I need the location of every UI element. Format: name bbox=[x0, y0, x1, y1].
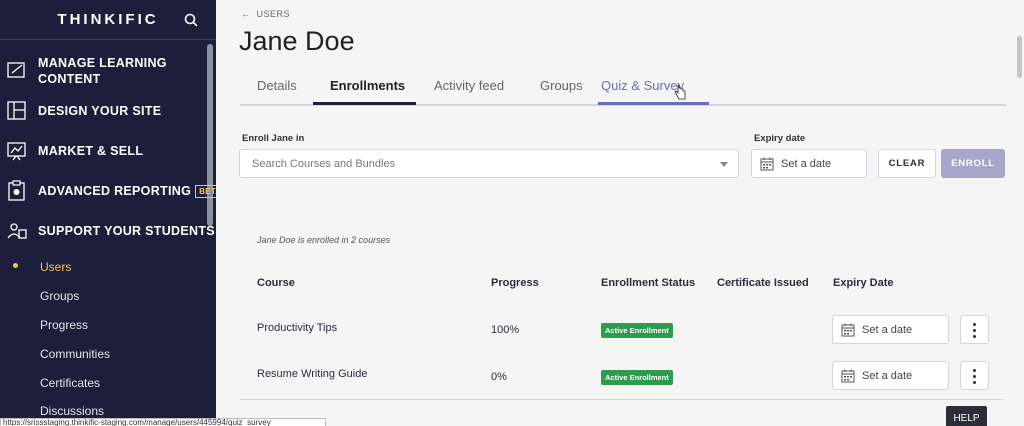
expiry-date-placeholder: Set a date bbox=[781, 158, 832, 170]
tab-enrollments[interactable]: Enrollments bbox=[330, 78, 406, 93]
sidebar-item-manage-learning-content[interactable]: MANAGE LEARNING CONTENT bbox=[0, 55, 205, 87]
row-divider bbox=[240, 399, 1004, 400]
course-name[interactable]: Resume Writing Guide bbox=[257, 368, 368, 380]
chart-board-icon bbox=[7, 142, 26, 161]
students-icon bbox=[7, 223, 27, 239]
tab-groups[interactable]: Groups bbox=[540, 78, 583, 93]
tab-hover-underline bbox=[598, 102, 709, 105]
tab-activity-feed[interactable]: Activity feed bbox=[434, 78, 505, 93]
edit-content-icon bbox=[7, 62, 25, 78]
expiry-date-field[interactable]: Set a date bbox=[751, 149, 867, 178]
hand-cursor-icon bbox=[674, 84, 686, 100]
sidebar-item-advanced-reporting[interactable]: ADVANCED REPORTINGBETA bbox=[0, 180, 216, 202]
expiry-date-label: Expiry date bbox=[754, 133, 806, 144]
status-url-bar: https://srissstaging.thinkific-staging.c… bbox=[0, 418, 326, 426]
layout-icon bbox=[7, 101, 26, 120]
back-link[interactable]: ← USERS bbox=[241, 9, 290, 19]
calendar-icon bbox=[841, 369, 855, 383]
brand-bar: THINKIFIC bbox=[0, 0, 216, 40]
sidebar-subitem-progress[interactable]: Progress bbox=[40, 318, 89, 332]
sidebar-item-label: SUPPORT YOUR STUDENTS bbox=[38, 224, 215, 238]
course-name[interactable]: Productivity Tips bbox=[257, 322, 338, 334]
enrollment-summary: Jane Doe is enrolled in 2 courses bbox=[257, 235, 391, 245]
active-indicator bbox=[13, 263, 18, 268]
tab-bar: Details Enrollments Activity feed Groups… bbox=[240, 70, 1006, 106]
report-icon bbox=[8, 180, 25, 201]
sidebar-item-label: DESIGN YOUR SITE bbox=[38, 104, 162, 118]
row-actions-kebab-icon[interactable] bbox=[960, 361, 989, 390]
course-search-placeholder: Search Courses and Bundles bbox=[252, 158, 396, 170]
sidebar-item-label: MARKET & SELL bbox=[38, 144, 144, 158]
status-badge: Active Enrollment bbox=[601, 370, 673, 385]
column-header-progress: Progress bbox=[491, 277, 539, 289]
column-header-expiry-date: Expiry Date bbox=[833, 277, 894, 289]
row-expiry-date-field[interactable]: Set a date bbox=[832, 315, 949, 344]
enroll-button[interactable]: ENROLL bbox=[941, 149, 1005, 178]
row-actions-kebab-icon[interactable] bbox=[960, 315, 989, 344]
back-link-label: USERS bbox=[256, 9, 291, 19]
sidebar: THINKIFIC MANAGE LEARNING CONTENT DESIGN… bbox=[0, 0, 216, 426]
sidebar-scrollbar[interactable] bbox=[207, 44, 213, 226]
calendar-icon bbox=[760, 157, 774, 171]
row-expiry-date-field[interactable]: Set a date bbox=[832, 361, 949, 390]
column-header-enrollment-status: Enrollment Status bbox=[601, 277, 696, 289]
page-scrollbar[interactable] bbox=[1017, 36, 1022, 78]
sidebar-subitem-certificates[interactable]: Certificates bbox=[40, 376, 101, 390]
calendar-icon bbox=[841, 323, 855, 337]
sidebar-subitem-discussions[interactable]: Discussions bbox=[40, 404, 105, 418]
progress-value: 100% bbox=[491, 324, 520, 336]
sidebar-subitem-communities[interactable]: Communities bbox=[40, 347, 111, 361]
page-title: Jane Doe bbox=[239, 26, 355, 56]
sidebar-item-label: MANAGE LEARNING CONTENT bbox=[38, 56, 167, 86]
progress-value: 0% bbox=[491, 371, 507, 383]
tab-details[interactable]: Details bbox=[257, 78, 297, 93]
sidebar-item-design-your-site[interactable]: DESIGN YOUR SITE bbox=[0, 100, 205, 122]
brand-logo[interactable]: THINKIFIC bbox=[57, 11, 159, 28]
enroll-label: Enroll Jane in bbox=[242, 133, 305, 144]
sidebar-subitem-users[interactable]: Users bbox=[40, 260, 72, 274]
clear-button[interactable]: CLEAR bbox=[878, 149, 936, 178]
arrow-left-icon: ← bbox=[241, 9, 251, 19]
caret-down-icon bbox=[720, 162, 728, 167]
column-header-course: Course bbox=[257, 277, 295, 289]
sidebar-item-market-and-sell[interactable]: MARKET & SELL bbox=[0, 140, 205, 162]
course-search-select[interactable]: Search Courses and Bundles bbox=[239, 149, 739, 178]
help-button[interactable]: HELP bbox=[946, 406, 987, 426]
row-expiry-date-value: Set a date bbox=[862, 370, 913, 382]
sidebar-subitem-groups[interactable]: Groups bbox=[40, 289, 80, 303]
sidebar-item-label-wrap: ADVANCED REPORTINGBETA bbox=[38, 183, 216, 199]
sidebar-item-support-your-students[interactable]: SUPPORT YOUR STUDENTS bbox=[0, 220, 215, 242]
search-icon[interactable] bbox=[183, 12, 199, 28]
beta-badge: BETA bbox=[195, 185, 216, 198]
status-badge: Active Enrollment bbox=[601, 323, 673, 338]
tab-selected-underline bbox=[313, 102, 416, 105]
row-expiry-date-value: Set a date bbox=[862, 324, 913, 336]
column-header-certificate-issued: Certificate Issued bbox=[717, 277, 809, 289]
sidebar-item-label: ADVANCED REPORTING bbox=[38, 184, 192, 198]
tab-quiz-survey[interactable]: Quiz & Survey bbox=[601, 78, 685, 93]
